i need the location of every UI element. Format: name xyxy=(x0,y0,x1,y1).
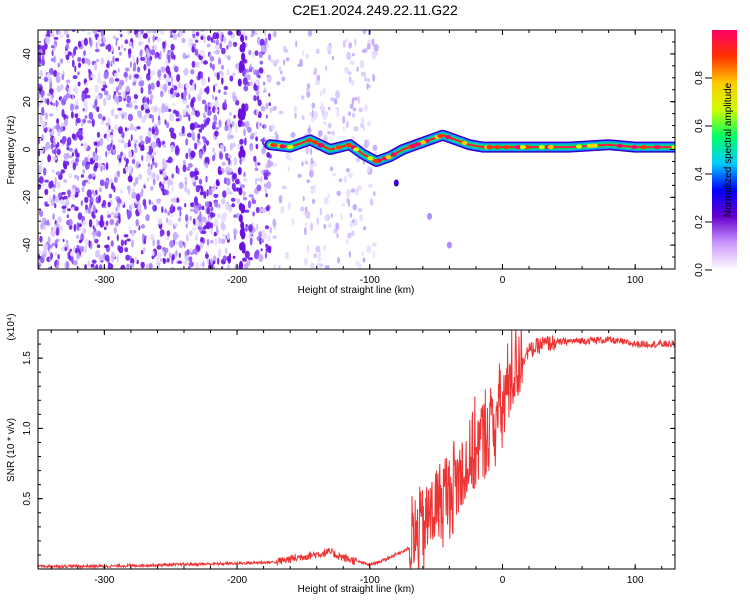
y-tick-label: 0 xyxy=(22,146,33,152)
y-tick-label: 40 xyxy=(22,48,33,60)
signal-hotspot xyxy=(367,156,374,161)
y-tick-label: 1.5 xyxy=(22,351,33,365)
x-tick: 100 xyxy=(627,30,644,286)
x-tick-label: -200 xyxy=(227,275,247,286)
x-tick-label: -200 xyxy=(227,575,247,586)
signal-hotspot xyxy=(335,145,342,150)
signal-hotspot xyxy=(671,145,675,150)
colorbar-tick-label: 0.4 xyxy=(694,167,705,181)
signal-hotspot xyxy=(519,145,526,150)
y-tick-label: 20 xyxy=(22,96,33,108)
colorbar-gradient xyxy=(712,30,737,270)
signal-hotspot xyxy=(420,140,427,145)
faint-branch-point xyxy=(446,241,452,249)
signal-hotspot xyxy=(390,152,397,157)
signal-hotspot xyxy=(461,141,468,145)
signal-hotspot xyxy=(589,143,596,148)
signal-hotspot xyxy=(494,145,501,150)
y-tick-label: -40 xyxy=(22,237,33,252)
y-tick: 1.0 xyxy=(22,421,675,435)
x-tick: 0 xyxy=(500,30,506,286)
chart-title: C2E1.2024.249.22.11.G22 xyxy=(292,2,458,18)
x-tick: 100 xyxy=(627,330,644,586)
spectrogram-y-ticks: -40 -20 0 20 40 xyxy=(22,29,675,270)
colorbar-ticks: 0.0 0.2 0.4 0.6 0.8 xyxy=(694,71,712,277)
signal-hotspot xyxy=(631,145,638,149)
snr-series-line xyxy=(38,330,675,569)
signal-hotspot xyxy=(524,145,530,150)
x-tick: -100 xyxy=(360,330,380,586)
colorbar-tick-label: 0.8 xyxy=(694,71,705,85)
x-tick-label: 0 xyxy=(500,575,506,586)
spectrogram-y-label: Frequency (Hz) xyxy=(6,116,17,185)
signal-hotspot xyxy=(286,145,293,150)
x-tick: 0 xyxy=(500,330,506,586)
colorbar-tick-label: 0.6 xyxy=(694,119,705,133)
spectrogram-x-label: Height of straight line (km) xyxy=(298,285,415,296)
signal-hotspot xyxy=(514,145,521,150)
snr-multiplier: (x10⁴) xyxy=(6,313,17,340)
spectrogram-noise xyxy=(38,30,379,269)
y-tick-label: 1.0 xyxy=(22,421,33,435)
colorbar-tick: 0.4 xyxy=(694,167,712,181)
y-tick: 1.5 xyxy=(22,351,675,365)
snr-y-ticks: 0.5 1.0 1.5 xyxy=(22,343,675,556)
x-tick-label: 100 xyxy=(627,575,644,586)
colorbar-tick: 0.0 xyxy=(694,263,712,277)
colorbar-tick-label: 0.2 xyxy=(694,215,705,229)
colorbar-tick: 0.6 xyxy=(694,119,712,133)
x-tick-label: -300 xyxy=(94,275,114,286)
y-tick: 0.5 xyxy=(22,491,675,506)
colorbar: 0.0 0.2 0.4 0.6 0.8 Normalized spectral ampl… xyxy=(694,30,737,277)
colorbar-tick-label: 0.0 xyxy=(694,263,705,277)
signal-hotspot xyxy=(306,138,313,143)
signal-hotspot xyxy=(372,159,379,164)
y-tick-label: 0.5 xyxy=(22,491,33,505)
snr-y-label: SNR (10 * v/v) xyxy=(6,418,17,482)
signal-hotspot xyxy=(345,143,352,147)
x-tick-label: -300 xyxy=(94,575,114,586)
signal-hotspot xyxy=(317,143,324,148)
signal-hotspot xyxy=(279,144,286,149)
snr-x-ticks: -300 -200 -100 0 100 xyxy=(50,330,663,586)
x-tick-label: -100 xyxy=(360,275,380,286)
y-tick-label: -20 xyxy=(22,190,33,205)
spectrogram-signal xyxy=(264,129,675,249)
signal-hotspot xyxy=(312,140,319,145)
faint-branch-point xyxy=(393,179,399,187)
signal-hotspot xyxy=(538,145,545,150)
x-tick-label: 0 xyxy=(500,275,506,286)
snr-panel: -300 -200 -100 0 100 0.5 1.0 1.5 Height of str… xyxy=(6,313,676,595)
x-tick: -300 xyxy=(94,330,115,586)
signal-hotspot xyxy=(486,145,493,150)
signal-hotspot xyxy=(445,135,452,140)
x-tick-label: -100 xyxy=(360,575,380,586)
x-tick-label: 100 xyxy=(627,275,644,286)
signal-hotspot xyxy=(414,142,421,147)
signal-hotspot xyxy=(617,143,624,148)
signal-hotspot xyxy=(654,145,661,150)
signal-hotspot xyxy=(385,155,392,160)
faint-branch-point xyxy=(427,212,432,220)
spectrogram-x-ticks: -300 -200 -100 0 100 xyxy=(50,30,663,286)
signal-hotspot xyxy=(437,134,444,138)
snr-x-label: Height of straight line (km) xyxy=(298,584,415,595)
colorbar-label: Normalized spectral amplitude xyxy=(723,82,734,217)
signal-hotspot xyxy=(547,145,554,150)
colorbar-tick: 0.8 xyxy=(694,71,712,85)
x-tick: -200 xyxy=(227,330,248,586)
colorbar-tick: 0.2 xyxy=(694,215,712,229)
signal-hotspot xyxy=(640,145,647,150)
snr-frame xyxy=(37,329,676,570)
signal-hotspot xyxy=(353,147,360,152)
signal-hotspot xyxy=(576,144,582,149)
signal-hotspot xyxy=(503,145,510,150)
signal-hotspot xyxy=(270,143,277,148)
